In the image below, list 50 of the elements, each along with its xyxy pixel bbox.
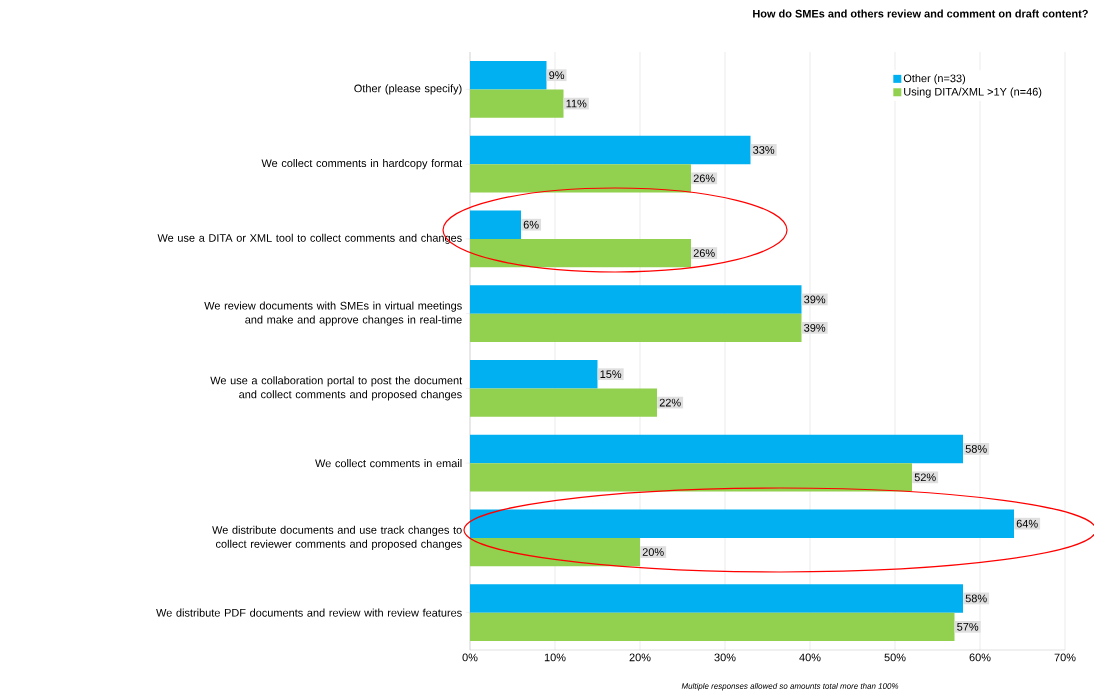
data-label: 11% — [566, 99, 587, 108]
y-tick-label: We distribute PDF documents and review with review features — [156, 608, 462, 617]
bar — [470, 612, 955, 642]
x-tick-label: 20% — [629, 653, 651, 662]
x-tick-label: 40% — [799, 653, 821, 662]
bar — [470, 434, 963, 464]
data-label: 15% — [600, 370, 622, 379]
y-tick-label: We collect comments in email — [315, 459, 462, 468]
legend-label: Using DITA/XML >1Y (n=46) — [904, 87, 1042, 98]
data-label: 58% — [965, 445, 987, 453]
bar — [470, 60, 547, 90]
bar — [470, 164, 691, 193]
data-label: 57% — [957, 622, 979, 631]
data-label: 39% — [804, 295, 826, 304]
y-tick-label: We distribute documents and use track changes to collect reviewer comments and proposed changes — [212, 525, 462, 550]
bar — [470, 388, 657, 417]
bar — [470, 238, 691, 268]
bar — [470, 135, 751, 165]
y-tick-label: We use a collaboration portal to post the document and collect comments and proposed changes — [210, 376, 463, 401]
x-tick-label: 10% — [544, 653, 566, 662]
x-tick-label: 70% — [1054, 653, 1076, 662]
bar — [470, 584, 963, 613]
data-label: 33% — [753, 146, 775, 154]
bar — [470, 210, 521, 239]
data-label: 52% — [914, 473, 936, 482]
bar — [470, 463, 912, 492]
legend-label: Other (n=33) — [903, 74, 966, 85]
data-label: 20% — [642, 548, 664, 556]
x-tick-label: 30% — [714, 653, 736, 662]
bar — [470, 313, 802, 343]
data-label: 39% — [804, 323, 826, 332]
bar — [470, 285, 802, 314]
data-label: 22% — [659, 398, 681, 407]
data-label: 6% — [523, 220, 539, 229]
data-label: 64% — [1016, 519, 1038, 528]
x-tick-label: 50% — [884, 653, 906, 662]
chart-title: How do SMEs and others review and comment on draft content? — [753, 9, 1088, 18]
x-tick-label: 60% — [969, 653, 991, 662]
bar — [470, 537, 640, 567]
bar — [470, 89, 564, 118]
bar — [470, 509, 1014, 538]
x-tick-label: 0% — [462, 653, 478, 662]
y-tick-label: Other (please specify) — [354, 84, 462, 95]
y-tick-label: We review documents with SMEs in virtual meetings and make and approve changes in real-time — [204, 301, 462, 326]
y-tick-label: We collect comments in hardcopy format — [261, 159, 463, 170]
bar — [470, 359, 598, 389]
data-label: 26% — [693, 174, 715, 183]
data-label: 58% — [965, 594, 987, 603]
data-label: 9% — [549, 71, 565, 80]
data-label: 26% — [693, 249, 715, 257]
